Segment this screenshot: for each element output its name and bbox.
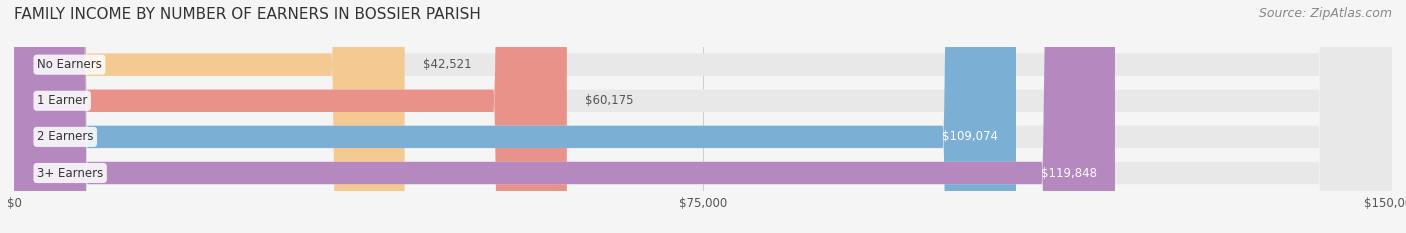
Text: FAMILY INCOME BY NUMBER OF EARNERS IN BOSSIER PARISH: FAMILY INCOME BY NUMBER OF EARNERS IN BO… — [14, 7, 481, 22]
FancyBboxPatch shape — [14, 0, 405, 233]
Text: No Earners: No Earners — [37, 58, 101, 71]
FancyBboxPatch shape — [14, 0, 1392, 233]
Text: $109,074: $109,074 — [942, 130, 998, 143]
Text: $119,848: $119,848 — [1040, 167, 1097, 179]
FancyBboxPatch shape — [14, 0, 1115, 233]
FancyBboxPatch shape — [14, 0, 567, 233]
FancyBboxPatch shape — [14, 0, 1392, 233]
FancyBboxPatch shape — [14, 0, 1017, 233]
Text: $42,521: $42,521 — [423, 58, 471, 71]
Text: 1 Earner: 1 Earner — [37, 94, 87, 107]
FancyBboxPatch shape — [14, 0, 1392, 233]
Text: 2 Earners: 2 Earners — [37, 130, 94, 143]
FancyBboxPatch shape — [14, 0, 1392, 233]
Text: Source: ZipAtlas.com: Source: ZipAtlas.com — [1258, 7, 1392, 20]
Text: 3+ Earners: 3+ Earners — [37, 167, 103, 179]
Text: $60,175: $60,175 — [585, 94, 634, 107]
